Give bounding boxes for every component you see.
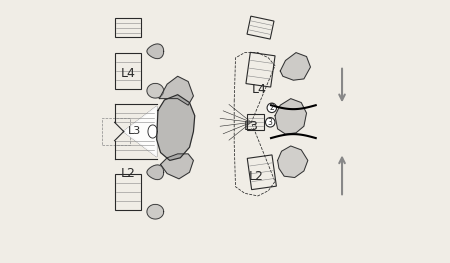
- Text: L4: L4: [120, 67, 135, 80]
- Text: L2: L2: [120, 167, 135, 180]
- Bar: [247, 16, 274, 39]
- Bar: [246, 52, 275, 87]
- Bar: [115, 18, 141, 37]
- Polygon shape: [147, 44, 164, 59]
- Circle shape: [267, 103, 277, 113]
- Polygon shape: [275, 99, 306, 134]
- Text: L3: L3: [128, 127, 141, 136]
- Polygon shape: [278, 146, 308, 178]
- Polygon shape: [124, 107, 157, 156]
- Polygon shape: [147, 165, 164, 180]
- Bar: [102, 118, 130, 145]
- Bar: [115, 174, 141, 210]
- Polygon shape: [157, 95, 195, 160]
- Text: 2: 2: [270, 103, 274, 112]
- Polygon shape: [280, 53, 310, 80]
- Bar: [247, 114, 264, 130]
- Text: L2: L2: [249, 170, 264, 183]
- Text: L4: L4: [252, 83, 267, 96]
- Text: 3: 3: [268, 118, 273, 127]
- Polygon shape: [147, 204, 164, 219]
- Bar: [247, 155, 276, 190]
- Polygon shape: [161, 154, 194, 179]
- Text: L3: L3: [244, 120, 259, 133]
- Polygon shape: [159, 76, 194, 105]
- Polygon shape: [148, 125, 158, 138]
- Polygon shape: [147, 83, 164, 98]
- Bar: [115, 53, 141, 89]
- Circle shape: [266, 118, 275, 127]
